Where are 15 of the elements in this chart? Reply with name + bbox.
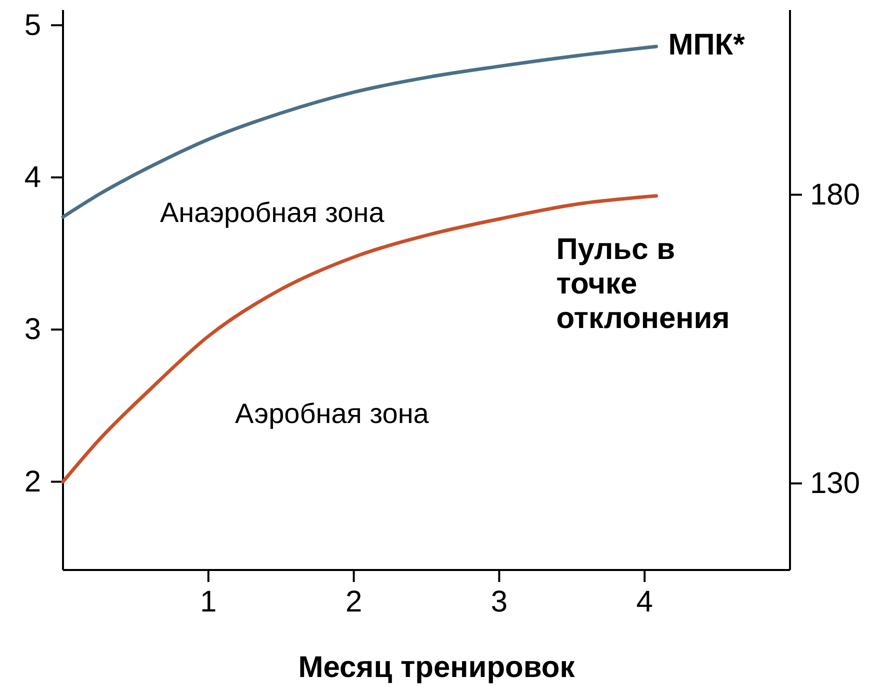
y2-tick-label: 180: [810, 178, 860, 212]
y-tick-label: 4: [24, 160, 41, 194]
x-tick-label: 1: [200, 585, 217, 618]
annotation: Анаэробная зона: [160, 197, 385, 228]
x-tick-label: 4: [636, 585, 653, 618]
annotation: Аэробная зона: [235, 398, 430, 429]
series-label: МПК*: [668, 28, 746, 62]
x-tick-label: 2: [345, 585, 362, 618]
x-tick-label: 3: [490, 585, 508, 618]
y-tick-label: 2: [24, 465, 41, 498]
y-tick-label: 3: [24, 313, 41, 346]
series-label: Пульс в точке отклонения: [556, 232, 730, 335]
y-tick-label: 5: [24, 8, 41, 42]
y2-tick-label: 130: [810, 467, 860, 500]
x-axis-title: Месяц тренировок: [298, 651, 576, 684]
